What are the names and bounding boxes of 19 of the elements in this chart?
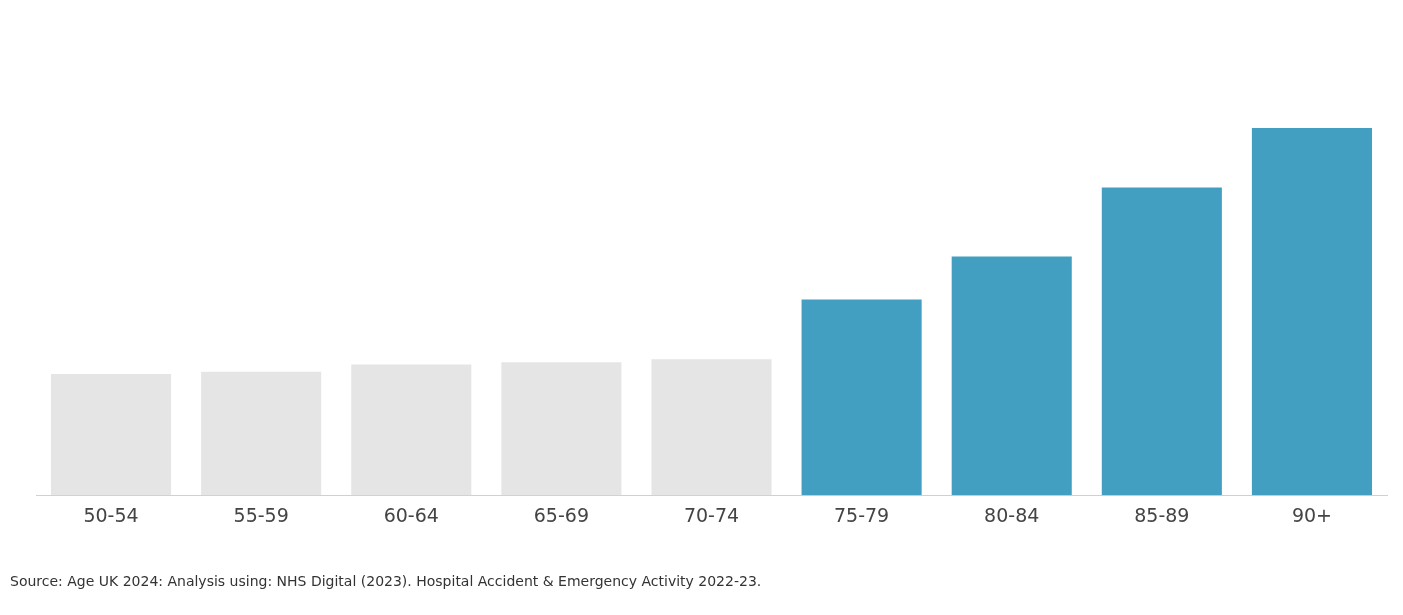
- bar: [951, 256, 1072, 496]
- x-tick-label: 70-74: [683, 503, 740, 526]
- x-tick-label: 75-79: [834, 503, 890, 526]
- x-tick-label: 90+: [1291, 503, 1332, 526]
- bar: [1101, 187, 1222, 496]
- bar: [651, 359, 772, 496]
- x-tick-label: 80-84: [984, 503, 1040, 526]
- source-note: Source: Age UK 2024: Analysis using: NHS Digital (2023). Hospital Accident & Emergency Activity 2022-23.: [10, 573, 762, 589]
- bar: [801, 299, 922, 496]
- x-tick-label: 85-89: [1134, 503, 1190, 526]
- bar: [201, 371, 322, 496]
- x-tick-label: 55-59: [233, 503, 289, 526]
- x-tick-label: 50-54: [83, 503, 139, 526]
- bar: [501, 362, 622, 496]
- x-tick-label: 65-69: [533, 503, 589, 526]
- bar: [351, 364, 472, 496]
- bar: [1251, 128, 1372, 496]
- bar: [51, 374, 172, 496]
- x-tick-label: 60-64: [383, 503, 439, 526]
